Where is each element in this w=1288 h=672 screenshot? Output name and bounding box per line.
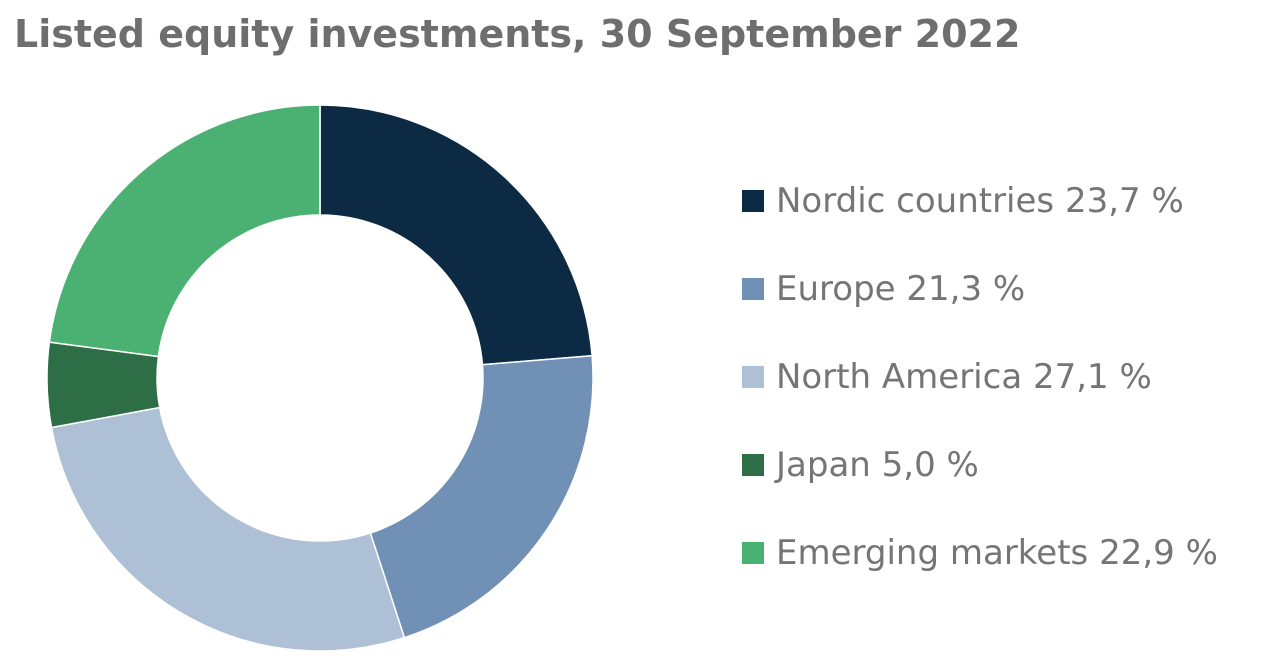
legend-item: Japan 5,0 % <box>742 440 1218 490</box>
legend-series-name: North America <box>776 357 1023 397</box>
legend-item: Europe 21,3 % <box>742 264 1218 314</box>
legend-value: 5,0 % <box>881 445 979 485</box>
legend-series-name: Europe <box>776 269 896 309</box>
legend-value: 21,3 % <box>906 269 1026 309</box>
legend-label: Nordic countries 23,7 % <box>776 181 1184 221</box>
legend-swatch <box>742 454 764 476</box>
legend-value: 23,7 % <box>1064 181 1184 221</box>
donut-slice-emerging-markets <box>48 104 321 358</box>
legend-label: Europe 21,3 % <box>776 269 1025 309</box>
legend-value: 27,1 % <box>1032 357 1152 397</box>
legend-swatch <box>742 366 764 388</box>
legend-series-name: Nordic countries <box>776 181 1055 221</box>
donut-slice-north-america <box>50 406 406 652</box>
donut-chart <box>46 104 594 652</box>
chart-title: Listed equity investments, 30 September … <box>14 12 1021 56</box>
legend-item: Nordic countries 23,7 % <box>742 176 1218 226</box>
legend-item: North America 27,1 % <box>742 352 1218 402</box>
legend-swatch <box>742 278 764 300</box>
legend-label: North America 27,1 % <box>776 357 1152 397</box>
chart-legend: Nordic countries 23,7 % Europe 21,3 % Nort… <box>742 176 1218 616</box>
legend-series-name: Japan <box>776 445 871 485</box>
legend-swatch <box>742 542 764 564</box>
donut-slice-europe <box>369 354 594 639</box>
legend-item: Emerging markets 22,9 % <box>742 528 1218 578</box>
legend-label: Emerging markets 22,9 % <box>776 533 1218 573</box>
donut-slice-nordic-countries <box>319 104 593 366</box>
legend-series-name: Emerging markets <box>776 533 1089 573</box>
legend-value: 22,9 % <box>1099 533 1218 573</box>
legend-label: Japan 5,0 % <box>776 445 979 485</box>
legend-swatch <box>742 190 764 212</box>
